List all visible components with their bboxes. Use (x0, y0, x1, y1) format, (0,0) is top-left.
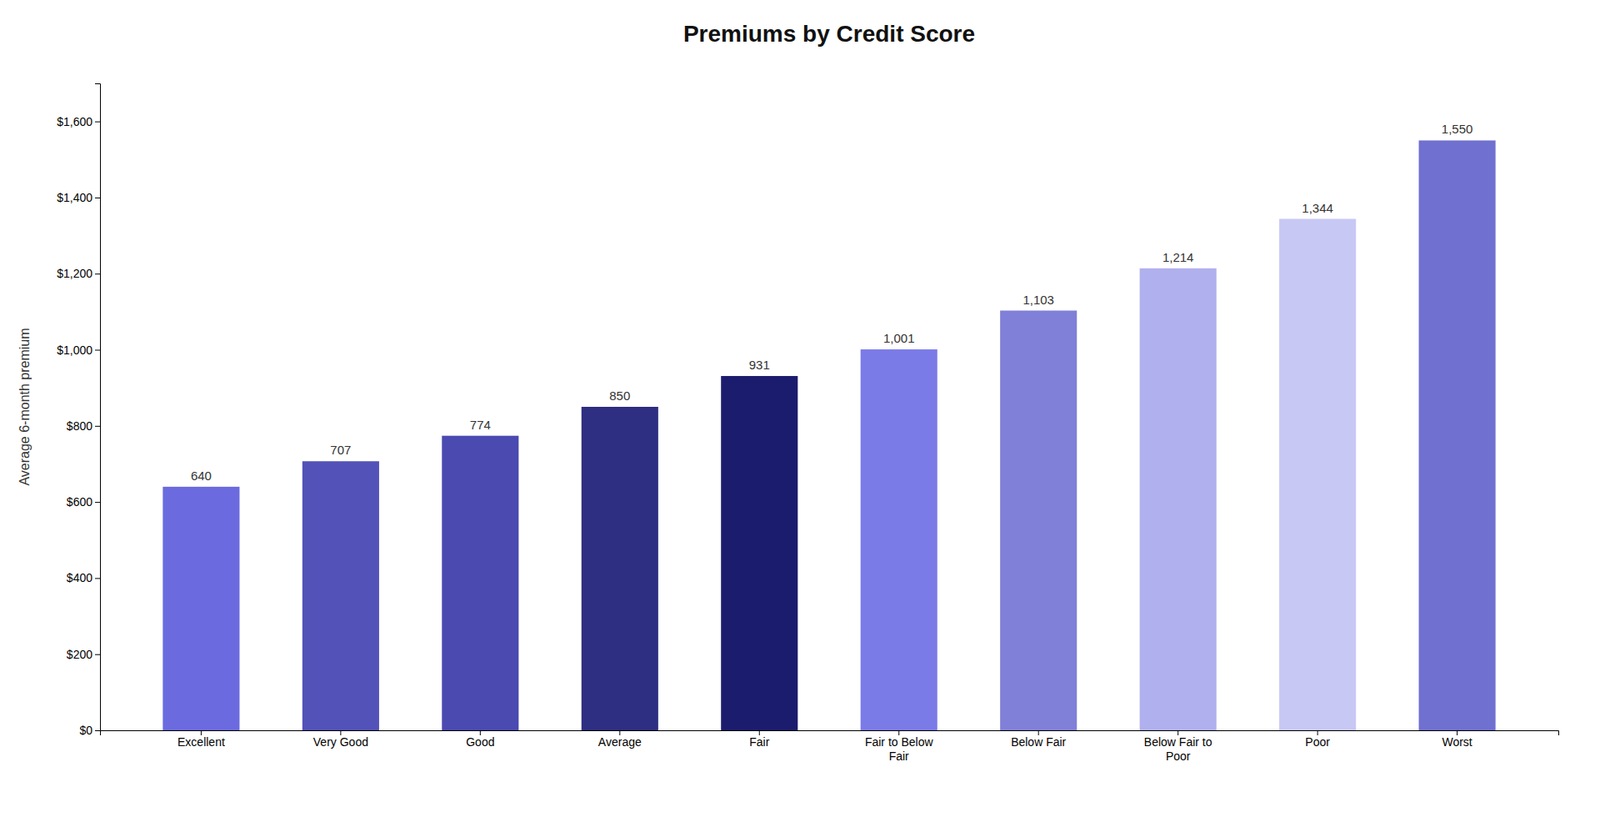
tick-label-line: Worst (1441, 735, 1472, 749)
chart: $0 $200 $400 $600 $800 $1,000 $1,200 $1,400 $1,6… (0, 0, 1600, 822)
data-label: 1,344 (1301, 200, 1334, 215)
tick-label-line: Below Fair (1010, 735, 1066, 749)
bar (302, 460, 380, 730)
tick-mark (95, 577, 100, 579)
data-label: 1,214 (1162, 250, 1195, 265)
data-label: 707 (330, 442, 351, 457)
bar (720, 375, 798, 730)
bar (1279, 219, 1356, 730)
x-tick: Poor (1305, 730, 1330, 749)
y-tick: $1,000 (56, 343, 100, 357)
y-tick: $600 (66, 495, 100, 509)
x-tick: Excellent (177, 730, 225, 749)
bar (581, 406, 659, 730)
tick-label: $0 (79, 723, 93, 737)
x-tick: Below Fair (1010, 730, 1066, 749)
bar (860, 349, 938, 730)
x-tick: Fair (749, 730, 770, 749)
y-tick: $1,400 (56, 190, 100, 205)
data-label: 1,103 (1022, 292, 1055, 307)
tick-label: $400 (66, 570, 93, 585)
x-tick: Fair to BelowFair (865, 730, 935, 763)
data-label: 850 (609, 388, 630, 403)
tick-label-line: Poor (1305, 735, 1330, 749)
tick-label: Worst (1441, 735, 1472, 749)
tick-label-line: Very Good (313, 735, 369, 749)
tick-mark (95, 654, 100, 655)
tick-label-line: Fair to Below (865, 735, 935, 749)
bar (162, 486, 240, 730)
tick-label: Poor (1305, 735, 1330, 749)
tick-label-line: Poor (1165, 749, 1191, 763)
plot: $0 $200 $400 $600 $800 $1,000 $1,200 $1,400 $1,6… (56, 84, 1559, 763)
y-tick: $400 (66, 570, 100, 585)
bar (1140, 268, 1217, 730)
tick-mark (95, 121, 100, 123)
data-label: 1,001 (883, 330, 915, 345)
tick-label: Fair to BelowFair (865, 735, 935, 763)
x-tick: Below Fair toPoor (1144, 730, 1213, 763)
bars (162, 140, 1495, 730)
tick-label: Excellent (177, 735, 225, 749)
tick-label-line: Average (598, 735, 642, 749)
tick-label: $200 (66, 647, 93, 661)
tick-label-line: Good (465, 735, 495, 749)
data-label: 640 (190, 468, 212, 483)
tick-label: $800 (66, 419, 93, 433)
data-label: 1,550 (1441, 121, 1474, 136)
y-axis: $0 $200 $400 $600 $800 $1,000 $1,200 $1,400 $1,6… (56, 84, 100, 737)
tick-mark (95, 273, 100, 275)
y-tick: $1,200 (56, 266, 100, 280)
y-tick: $1,600 (56, 115, 100, 129)
x-tick: Good (465, 730, 495, 749)
y-tick: $800 (66, 419, 100, 433)
title: Premiums by Credit Score (683, 20, 975, 47)
x-tick: Very Good (313, 730, 369, 749)
bar (1419, 140, 1496, 730)
tick-label-line: Fair (749, 735, 770, 749)
tick-mark (95, 501, 100, 503)
tick-label: $1,600 (56, 115, 93, 129)
tick-label-line: Excellent (177, 735, 225, 749)
tick-label-line: Below Fair to (1144, 735, 1213, 749)
x-axis: ExcellentVery GoodGoodAverageFairFair to… (100, 730, 1560, 763)
tick-label: Below Fair toPoor (1144, 735, 1213, 763)
tick-label: Average (598, 735, 642, 749)
bar (1000, 310, 1077, 730)
tick-label: $1,000 (56, 343, 93, 357)
tick-label-line: Fair (889, 749, 910, 763)
tick-label: $1,400 (56, 190, 93, 205)
y-tick: $0 (79, 723, 100, 737)
y-axis-title: Average 6-month premium (17, 327, 32, 485)
tick-mark (95, 425, 100, 427)
data-labels: 640 707 774 850 931 1,001 1,103 1,214 1,344 1,550 (190, 121, 1473, 482)
data-label: 931 (749, 357, 770, 372)
tick-label: Good (465, 735, 495, 749)
bar (441, 435, 519, 730)
tick-label: Very Good (313, 735, 369, 749)
tick-mark (95, 730, 100, 731)
x-tick: Average (598, 730, 642, 749)
tick-mark (95, 350, 100, 351)
tick-label: $1,200 (56, 266, 93, 280)
tick-mark (95, 197, 100, 199)
data-label: 774 (470, 417, 491, 432)
tick-label: $600 (66, 495, 93, 509)
tick-label: Fair (749, 735, 770, 749)
y-tick: $200 (66, 647, 100, 661)
axis-line (95, 84, 101, 731)
tick-label: Below Fair (1010, 735, 1066, 749)
x-tick: Worst (1441, 730, 1472, 749)
